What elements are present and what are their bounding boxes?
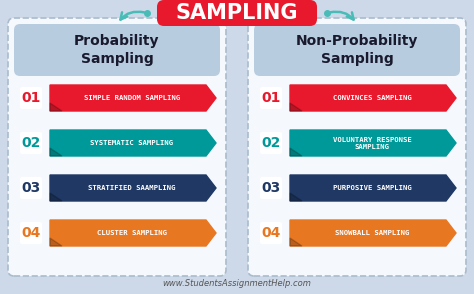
- Text: STRATIFIED SAAMPLING: STRATIFIED SAAMPLING: [88, 185, 176, 191]
- Polygon shape: [290, 193, 302, 201]
- FancyBboxPatch shape: [254, 24, 460, 76]
- Polygon shape: [50, 220, 216, 246]
- FancyBboxPatch shape: [20, 87, 42, 109]
- Polygon shape: [290, 238, 302, 246]
- Polygon shape: [290, 148, 302, 156]
- FancyBboxPatch shape: [157, 0, 317, 26]
- Polygon shape: [50, 193, 62, 201]
- FancyBboxPatch shape: [260, 222, 282, 244]
- Text: www.StudentsAssignmentHelp.com: www.StudentsAssignmentHelp.com: [163, 279, 311, 288]
- Polygon shape: [50, 175, 216, 201]
- Text: 02: 02: [21, 136, 41, 150]
- FancyBboxPatch shape: [260, 87, 282, 109]
- FancyBboxPatch shape: [20, 222, 42, 244]
- FancyBboxPatch shape: [8, 18, 226, 276]
- Polygon shape: [50, 148, 62, 156]
- Polygon shape: [290, 130, 456, 156]
- Text: Probability
Sampling: Probability Sampling: [74, 34, 160, 66]
- Text: Non-Probability
Sampling: Non-Probability Sampling: [296, 34, 418, 66]
- Polygon shape: [290, 175, 456, 201]
- FancyBboxPatch shape: [20, 177, 42, 199]
- Text: CONVINCES SAMPLING: CONVINCES SAMPLING: [333, 95, 411, 101]
- Text: 04: 04: [21, 226, 41, 240]
- Text: 02: 02: [261, 136, 281, 150]
- Polygon shape: [50, 238, 62, 246]
- Text: 01: 01: [261, 91, 281, 105]
- Polygon shape: [50, 103, 62, 111]
- Text: SNOWBALL SAMPLING: SNOWBALL SAMPLING: [335, 230, 409, 236]
- Text: 01: 01: [21, 91, 41, 105]
- Text: 04: 04: [261, 226, 281, 240]
- Text: SAMPLING: SAMPLING: [176, 3, 298, 23]
- FancyBboxPatch shape: [20, 132, 42, 154]
- Polygon shape: [290, 85, 456, 111]
- Text: CLUSTER SAMPLING: CLUSTER SAMPLING: [97, 230, 167, 236]
- Text: PURPOSIVE SAMPLING: PURPOSIVE SAMPLING: [333, 185, 411, 191]
- Polygon shape: [290, 103, 302, 111]
- Text: 03: 03: [261, 181, 281, 195]
- Text: SYSTEMATIC SAMPLING: SYSTEMATIC SAMPLING: [91, 140, 173, 146]
- FancyBboxPatch shape: [260, 132, 282, 154]
- Polygon shape: [50, 85, 216, 111]
- FancyBboxPatch shape: [14, 24, 220, 76]
- Text: SIMPLE RANDOM SAMPLING: SIMPLE RANDOM SAMPLING: [84, 95, 180, 101]
- FancyBboxPatch shape: [248, 18, 466, 276]
- Polygon shape: [290, 220, 456, 246]
- Polygon shape: [50, 130, 216, 156]
- FancyBboxPatch shape: [260, 177, 282, 199]
- Text: VOLUNTARY RESPONSE
SAMPLING: VOLUNTARY RESPONSE SAMPLING: [333, 136, 411, 150]
- Text: 03: 03: [21, 181, 41, 195]
